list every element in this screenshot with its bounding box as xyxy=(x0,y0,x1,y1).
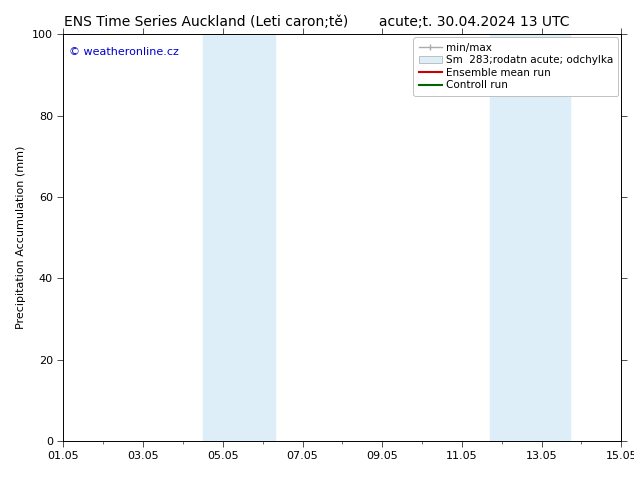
Legend: min/max, Sm  283;rodatn acute; odchylka, Ensemble mean run, Controll run: min/max, Sm 283;rodatn acute; odchylka, … xyxy=(413,37,618,96)
Bar xyxy=(490,34,569,441)
Text: ENS Time Series Auckland (Leti caron;tě)       acute;t. 30.04.2024 13 UTC: ENS Time Series Auckland (Leti caron;tě)… xyxy=(64,15,570,29)
Y-axis label: Precipitation Accumulation (mm): Precipitation Accumulation (mm) xyxy=(16,146,27,329)
Text: © weatheronline.cz: © weatheronline.cz xyxy=(69,47,179,56)
Bar xyxy=(203,34,275,441)
